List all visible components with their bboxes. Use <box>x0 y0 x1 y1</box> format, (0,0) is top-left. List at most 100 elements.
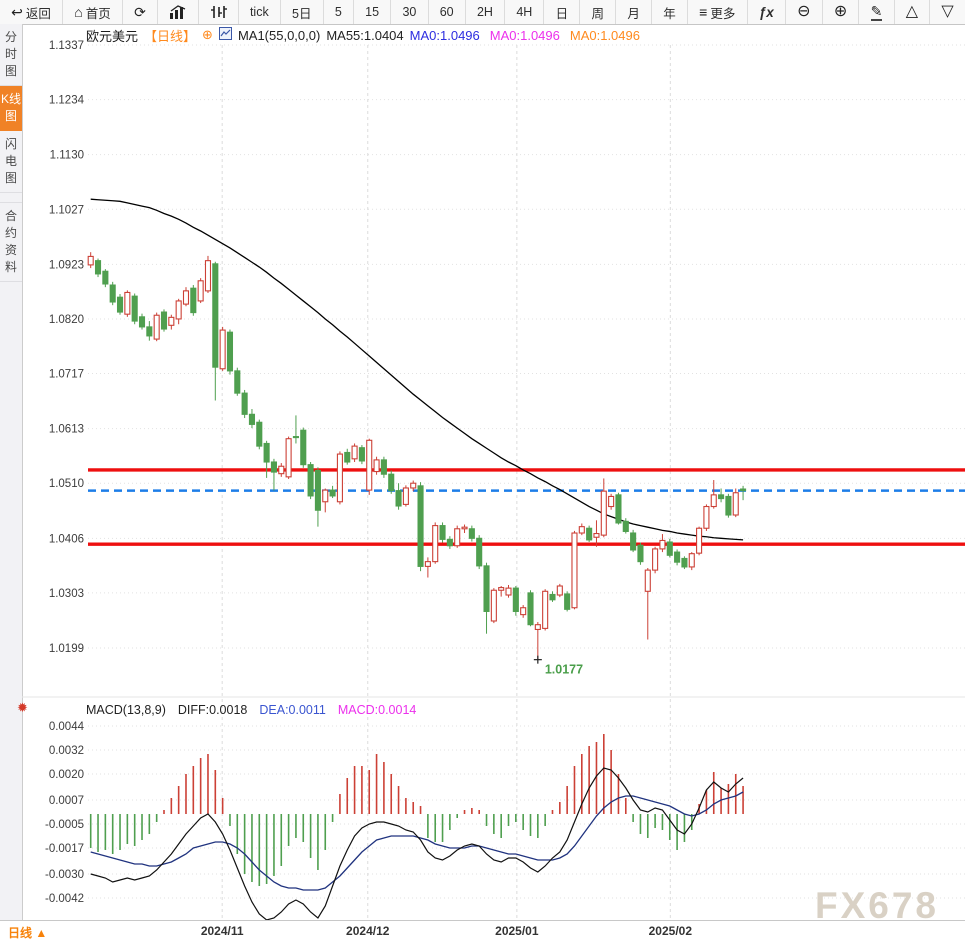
sidebar-item-time-chart[interactable]: 分时图 <box>0 24 22 86</box>
interval-5d-button[interactable]: 5日 <box>281 0 324 24</box>
draw-pencil-button[interactable]: ✎ <box>859 0 895 24</box>
interval-daily-button-label: 日 <box>555 6 569 21</box>
svg-text:1.1027: 1.1027 <box>49 204 84 216</box>
add-indicator-icon[interactable]: ⊕ <box>202 27 213 42</box>
more-button[interactable]: ≡ 更多 <box>688 0 748 24</box>
ma0-value-label-1: MA0:1.0496 <box>489 27 560 43</box>
bottom-bar: 日线 ▲ 2024/11 2024/12 2025/01 2025/02 <box>0 920 965 941</box>
dea-line <box>90 791 744 891</box>
macd-dea-label: DEA:0.0011 <box>259 703 326 717</box>
macd-gridlines-and-labels: 0.0044 0.0032 0.0020 0.0007 -0.0005 -0.0017 -0… <box>45 721 965 905</box>
interval-monthly-button[interactable]: 月 <box>616 0 653 24</box>
indicator-settings-icon[interactable]: ✹ <box>17 700 28 715</box>
mini-chart-icon <box>218 27 232 43</box>
back-icon: ↩ <box>11 4 23 20</box>
svg-text:1.0406: 1.0406 <box>49 533 84 545</box>
zoom-in-button[interactable]: ⊕ <box>823 0 860 24</box>
ma-settings-label: MA1(55,0,0,0) <box>237 27 321 43</box>
svg-text:1.1337: 1.1337 <box>49 40 84 52</box>
svg-text:0.0032: 0.0032 <box>49 745 84 757</box>
zoom-out-icon: ⊖ <box>797 3 811 20</box>
bar-chart-type-icon <box>169 5 187 19</box>
indicator-fx-button-label: ƒx <box>758 4 774 20</box>
interval-weekly-button-label: 周 <box>591 6 605 21</box>
interval-tick-button[interactable]: tick <box>239 0 281 24</box>
period-selector[interactable]: 日线 ▲ <box>8 926 48 940</box>
home-icon: ⌂ <box>74 4 83 20</box>
svg-text:-0.0017: -0.0017 <box>45 843 84 855</box>
macd-header: MACD(13,8,9) DIFF:0.0018 DEA:0.0011 MACD… <box>86 703 416 717</box>
kline-type-icon <box>210 5 227 19</box>
svg-text:1.0923: 1.0923 <box>49 259 84 271</box>
more-icon: ≡ <box>699 4 708 20</box>
indicator-fx-button[interactable]: ƒx <box>748 0 786 24</box>
svg-text:0.0020: 0.0020 <box>49 769 84 781</box>
macd-histogram <box>89 734 744 886</box>
ma55-line <box>90 198 744 541</box>
sidebar-item-kline-chart[interactable]: K线图 <box>0 86 22 131</box>
interval-15m-button-label: 15 <box>365 5 380 19</box>
ma55-value-label: MA55:1.0404 <box>326 27 404 43</box>
pattern-up-button[interactable]: △ <box>895 0 931 24</box>
chart-header: 欧元美元 【日线】 ⊕ MA1(55,0,0,0) MA55:1.0404 MA… <box>86 26 650 44</box>
svg-text:1.0177: 1.0177 <box>545 663 583 677</box>
price-macd-chart[interactable]: 1.1337 1.1234 1.1130 1.1027 1.0923 1.0820 1.07… <box>22 24 965 941</box>
x-axis-label-0: 2024/11 <box>200 924 244 938</box>
level-lines <box>88 468 965 546</box>
x-axis-label-2: 2025/01 <box>495 924 539 938</box>
interval-2h-button-label: 2H <box>476 5 493 19</box>
svg-text:1.0199: 1.0199 <box>49 643 84 655</box>
sidebar: 分时图 K线图 闪电图合约资料 <box>0 24 23 920</box>
period-arrow-icon: ▲ <box>35 926 48 940</box>
svg-text:-0.0030: -0.0030 <box>45 869 84 881</box>
more-button-label: 更多 <box>710 6 736 21</box>
interval-30m-button-label: 30 <box>402 5 417 19</box>
interval-yearly-button[interactable]: 年 <box>652 0 688 24</box>
pattern-down-icon: ▽ <box>941 3 954 20</box>
refresh-button[interactable]: ⟳ <box>123 0 159 24</box>
sidebar-item-flash-chart[interactable]: 闪电图 <box>0 131 22 193</box>
bar-chart-type-button[interactable] <box>158 0 200 24</box>
home-button-label: 首页 <box>85 6 111 21</box>
interval-weekly-button[interactable]: 周 <box>580 0 617 24</box>
x-axis-label-1: 2024/12 <box>346 924 390 938</box>
svg-text:-0.0042: -0.0042 <box>45 893 84 905</box>
kline-type-button[interactable] <box>199 0 239 24</box>
zoom-in-icon: ⊕ <box>833 3 848 20</box>
toolbar: ↩ 返回 ⌂ 首页 ⟳ tick 5日 5 15 30 60 2H 4H 日周月年 ≡ 更多 ƒx ⊖ ⊕ ✎ △ ▽ <box>0 0 965 25</box>
interval-30m-button[interactable]: 30 <box>391 0 429 24</box>
interval-5d-button-label: 5日 <box>292 6 312 21</box>
interval-tick-button-label: tick <box>249 5 269 19</box>
interval-60m-button[interactable]: 60 <box>429 0 466 24</box>
interval-2h-button[interactable]: 2H <box>466 0 506 24</box>
ma0-value-label-2: MA0:1.0496 <box>569 27 640 43</box>
zoom-out-button[interactable]: ⊖ <box>786 0 823 24</box>
interval-15m-button[interactable]: 15 <box>354 0 392 24</box>
home-button[interactable]: ⌂ 首页 <box>63 0 123 24</box>
svg-text:1.0303: 1.0303 <box>49 588 84 600</box>
refresh-icon: ⟳ <box>134 4 146 20</box>
svg-text:1.0717: 1.0717 <box>49 369 84 381</box>
low-annotation: 1.0177 <box>533 655 583 677</box>
ma0-values: MA0:1.0496 MA0:1.0496 MA0:1.0496 <box>410 28 650 43</box>
svg-text:0.0007: 0.0007 <box>49 795 84 807</box>
interval-daily-button[interactable]: 日 <box>544 0 581 24</box>
interval-5m-button[interactable]: 5 <box>324 0 354 24</box>
macd-title: MACD(13,8,9) <box>86 703 166 717</box>
svg-text:1.1234: 1.1234 <box>49 95 85 107</box>
interval-4h-button-label: 4H <box>516 5 533 19</box>
macd-macd-label: MACD:0.0014 <box>337 703 417 717</box>
macd-diff-label: DIFF:0.0018 <box>177 703 248 717</box>
candles <box>87 252 747 660</box>
diff-line <box>90 767 744 921</box>
sidebar-item-contract-info[interactable]: 合约资料 <box>0 202 22 282</box>
pattern-down-button[interactable]: ▽ <box>930 0 965 24</box>
period-tag: 【日线】 <box>144 28 197 44</box>
interval-5m-button-label: 5 <box>334 5 342 19</box>
back-button-label: 返回 <box>25 6 51 21</box>
ma0-value-label-0: MA0:1.0496 <box>409 27 480 43</box>
price-gridlines-and-labels: 1.1337 1.1234 1.1130 1.1027 1.0923 1.0820 1.07… <box>49 40 965 655</box>
interval-4h-button[interactable]: 4H <box>505 0 545 24</box>
back-button[interactable]: ↩ 返回 <box>0 0 64 24</box>
